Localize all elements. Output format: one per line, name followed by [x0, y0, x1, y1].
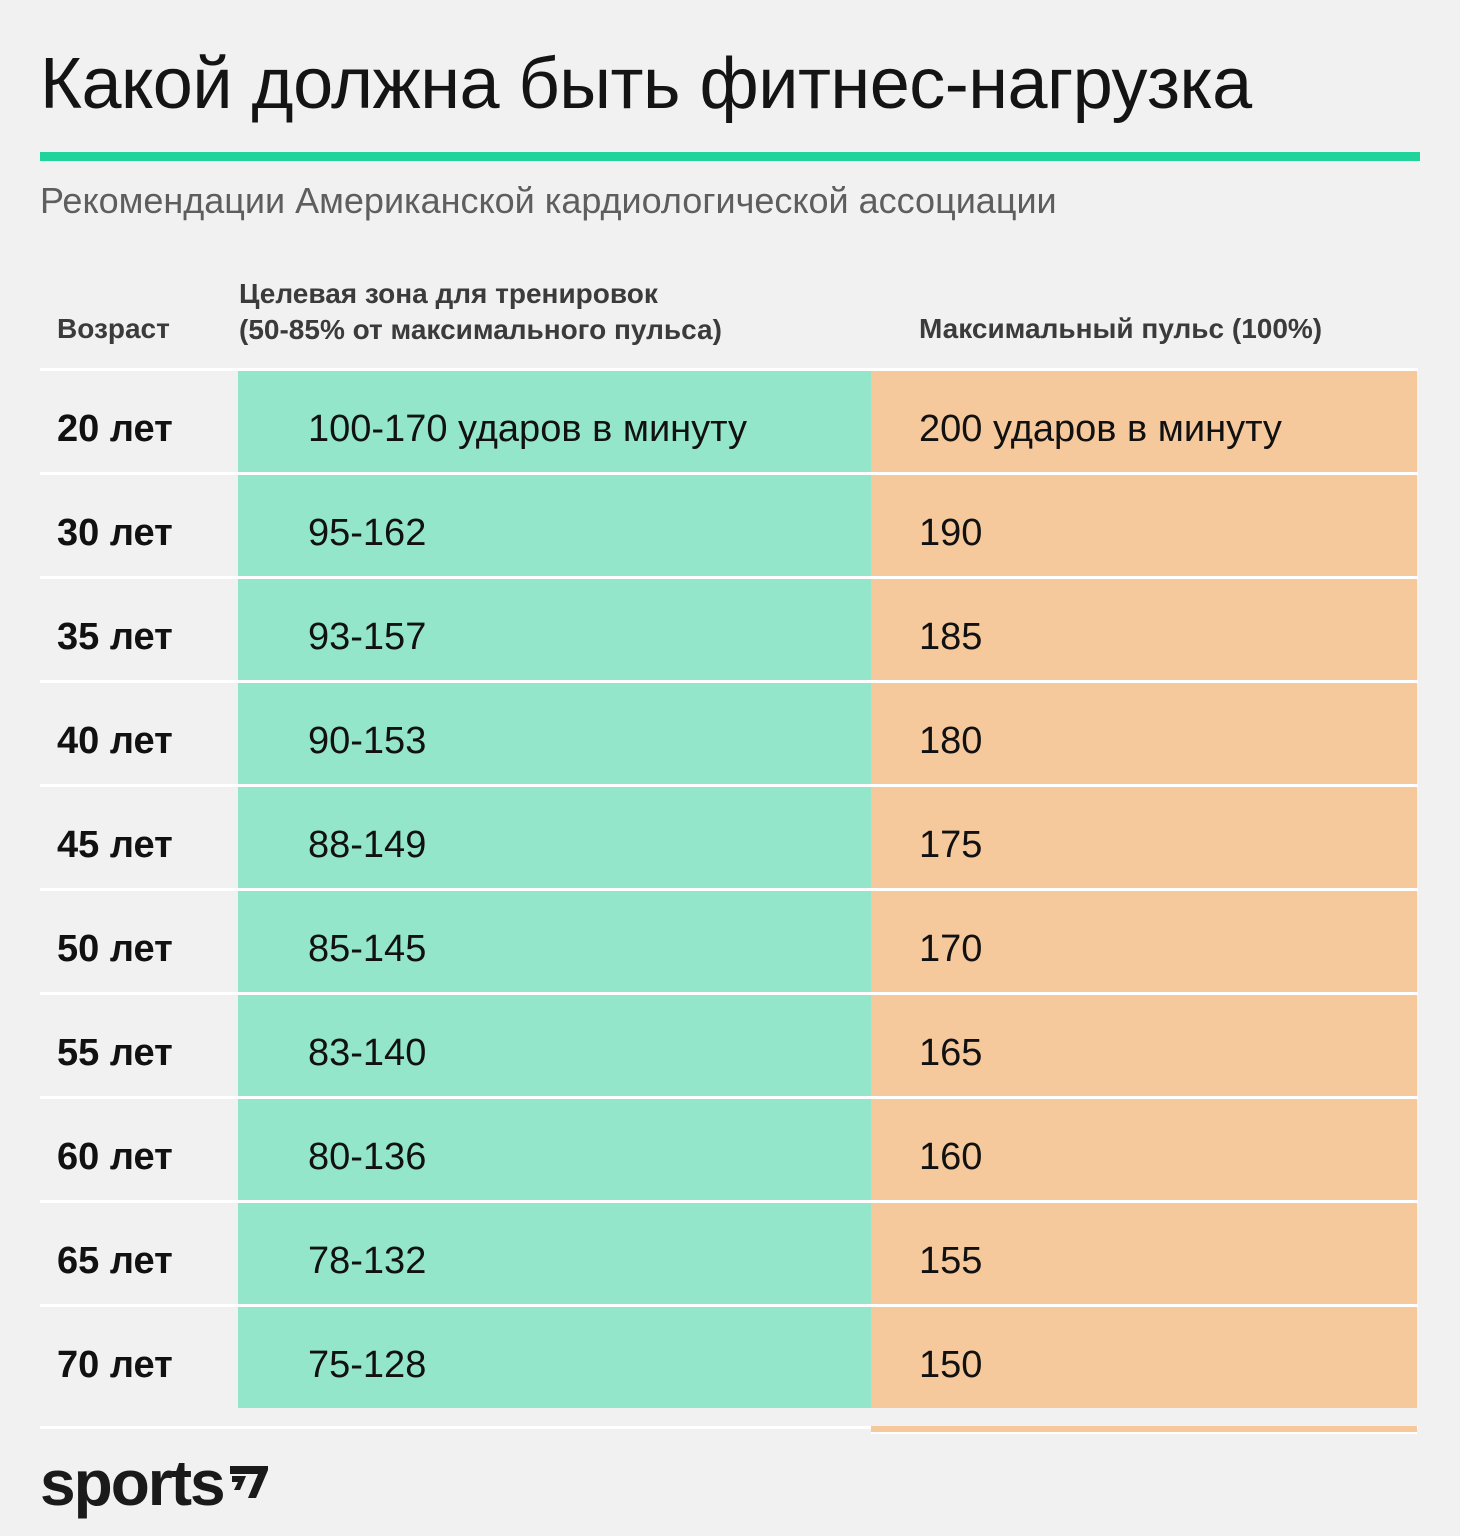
max-pulse-cell: 165 — [871, 995, 1417, 1096]
target-zone-cell: 83-140 — [238, 995, 871, 1096]
sports-logo: sports — [40, 1448, 272, 1518]
table-row: 50 лет 85-145 170 — [40, 888, 1418, 992]
target-zone-value: 78-132 — [308, 1240, 427, 1282]
max-pulse-value: 165 — [919, 1032, 983, 1074]
target-zone-cell: 100-170 ударов в минуту — [238, 371, 871, 472]
table-row: 70 лет 75-128 150 — [40, 1304, 1418, 1408]
max-pulse-value: 175 — [919, 824, 983, 866]
max-pulse-cell: 170 — [871, 891, 1417, 992]
age-cell: 40 лет — [57, 720, 173, 762]
max-pulse-cell: 175 — [871, 787, 1417, 888]
age-cell: 70 лет — [57, 1344, 173, 1386]
age-cell: 30 лет — [57, 512, 173, 554]
max-pulse-cell: 155 — [871, 1203, 1417, 1304]
age-cell: 50 лет — [57, 928, 173, 970]
max-pulse-value: 150 — [919, 1344, 983, 1386]
column-header-target-zone: Целевая зона для тренировок (50-85% от м… — [239, 276, 722, 348]
age-cell: 55 лет — [57, 1032, 173, 1074]
age-cell: 20 лет — [57, 408, 173, 450]
target-zone-value: 100-170 ударов в минуту — [308, 408, 747, 450]
column-header-age: Возраст — [57, 313, 170, 344]
max-pulse-cell: 180 — [871, 683, 1417, 784]
max-pulse-value: 160 — [919, 1136, 983, 1178]
page-title: Какой должна быть фитнес-нагрузка — [40, 44, 1252, 124]
max-column-bottom-edge — [871, 1426, 1417, 1434]
max-pulse-value: 180 — [919, 720, 983, 762]
target-zone-value: 75-128 — [308, 1344, 427, 1386]
column-header-max-pulse: Максимальный пульс (100%) — [919, 313, 1323, 344]
heart-rate-table: 20 лет 100-170 ударов в минуту 200 ударо… — [40, 368, 1418, 1408]
column-header-target-zone-line2: (50-85% от максимального пульса) — [239, 314, 722, 345]
target-zone-value: 93-157 — [308, 616, 427, 658]
age-cell: 45 лет — [57, 824, 173, 866]
target-zone-cell: 75-128 — [238, 1307, 871, 1408]
table-row: 45 лет 88-149 175 — [40, 784, 1418, 888]
max-pulse-cell: 185 — [871, 579, 1417, 680]
title-underline — [40, 152, 1420, 161]
target-zone-value: 88-149 — [308, 824, 427, 866]
sports-logo-mark-icon — [226, 1462, 272, 1507]
target-zone-cell: 95-162 — [238, 475, 871, 576]
target-zone-cell: 80-136 — [238, 1099, 871, 1200]
max-pulse-cell: 200 ударов в минуту — [871, 371, 1417, 472]
sports-logo-text: sports — [40, 1447, 226, 1519]
max-pulse-value: 170 — [919, 928, 983, 970]
table-row: 20 лет 100-170 ударов в минуту 200 ударо… — [40, 368, 1418, 472]
target-zone-cell: 93-157 — [238, 579, 871, 680]
max-pulse-value: 190 — [919, 512, 983, 554]
age-cell: 65 лет — [57, 1240, 173, 1282]
max-pulse-value: 185 — [919, 616, 983, 658]
max-pulse-value: 155 — [919, 1240, 983, 1282]
max-pulse-cell: 150 — [871, 1307, 1417, 1408]
max-pulse-value: 200 ударов в минуту — [919, 408, 1282, 450]
target-zone-cell: 90-153 — [238, 683, 871, 784]
table-row: 65 лет 78-132 155 — [40, 1200, 1418, 1304]
max-pulse-cell: 160 — [871, 1099, 1417, 1200]
target-zone-cell: 85-145 — [238, 891, 871, 992]
target-zone-cell: 88-149 — [238, 787, 871, 888]
table-row: 40 лет 90-153 180 — [40, 680, 1418, 784]
age-cell: 60 лет — [57, 1136, 173, 1178]
target-zone-value: 85-145 — [308, 928, 427, 970]
target-zone-value: 90-153 — [308, 720, 427, 762]
table-row: 35 лет 93-157 185 — [40, 576, 1418, 680]
table-row: 30 лет 95-162 190 — [40, 472, 1418, 576]
table-row: 55 лет 83-140 165 — [40, 992, 1418, 1096]
page-subtitle: Рекомендации Американской кардиологическ… — [40, 180, 1057, 221]
table-bottom-divider — [40, 1426, 1418, 1429]
target-zone-cell: 78-132 — [238, 1203, 871, 1304]
table-row: 60 лет 80-136 160 — [40, 1096, 1418, 1200]
max-pulse-cell: 190 — [871, 475, 1417, 576]
target-zone-value: 80-136 — [308, 1136, 427, 1178]
age-cell: 35 лет — [57, 616, 173, 658]
column-header-target-zone-line1: Целевая зона для тренировок — [239, 278, 658, 309]
target-zone-value: 83-140 — [308, 1032, 427, 1074]
target-zone-value: 95-162 — [308, 512, 427, 554]
